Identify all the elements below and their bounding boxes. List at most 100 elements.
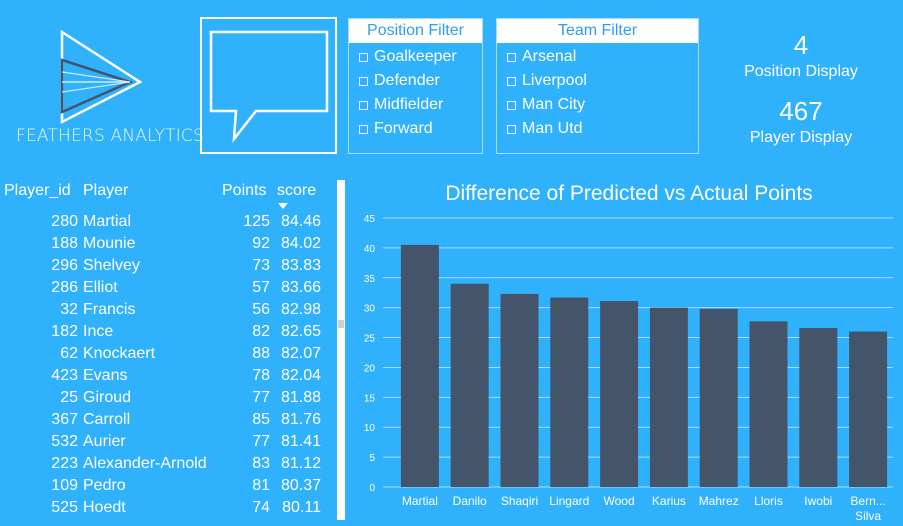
checkbox[interactable] [507, 100, 516, 110]
team-filter-title: Team Filter [497, 19, 698, 43]
filter-item-label: Man City [522, 96, 586, 113]
cell-player-id: 286 [51, 279, 78, 296]
table-row[interactable]: 296 Shelvey 73 83.83 [0, 250, 345, 274]
bar[interactable] [500, 293, 539, 487]
cell-points: 82 [252, 323, 270, 340]
cell-score: 82.04 [280, 367, 321, 384]
table-row[interactable]: 25 Giroud 77 81.88 [0, 382, 345, 406]
chart-title: Difference of Predicted vs Actual Points [445, 182, 813, 205]
filter-item-label: Midfielder [374, 96, 444, 113]
cell-points: 85 [252, 411, 270, 428]
table-body: 280 Martial 125 84.46 188 Mounie 92 84.02 296 She… [0, 206, 345, 516]
player-display-label: Player Display [749, 129, 853, 146]
x-tick-label: Lingard [549, 494, 589, 508]
bar[interactable] [799, 327, 838, 487]
speech-bubble-icon [209, 30, 329, 143]
table-row[interactable]: 367 Carroll 85 81.76 [0, 404, 345, 428]
table-row[interactable]: 62 Knockaert 88 82.07 [0, 338, 345, 362]
bar[interactable] [450, 283, 489, 487]
y-tick-label: 25 [364, 334, 376, 345]
table-row[interactable]: 182 Ince 82 82.65 [0, 316, 345, 340]
table-row[interactable]: 109 Pedro 81 80.37 [0, 470, 345, 494]
position-filter-item[interactable]: Defender [359, 69, 482, 93]
player-display-card: 467 Player Display [730, 96, 872, 147]
cell-player: Evans [83, 367, 128, 384]
cell-points: 73 [252, 257, 270, 274]
bar[interactable] [849, 331, 888, 487]
checkbox[interactable] [359, 124, 368, 134]
table-scrollbar[interactable] [337, 180, 345, 520]
filter-item-label: Arsenal [522, 48, 577, 65]
table-row[interactable]: 423 Evans 78 82.04 [0, 360, 345, 384]
bar[interactable] [699, 308, 738, 487]
y-tick-label: 10 [364, 423, 376, 434]
table-row[interactable]: 286 Elliot 57 83.66 [0, 272, 345, 296]
cell-score: 81.76 [280, 411, 321, 428]
table-row[interactable]: 280 Martial 125 84.46 [0, 206, 345, 230]
x-tick-label: Iwobi [804, 494, 832, 508]
cell-player-id: 280 [51, 213, 78, 230]
filter-item-label: Liverpool [522, 72, 587, 89]
x-tick-label: Karius [652, 494, 686, 508]
team-filter-item[interactable]: Liverpool [507, 69, 698, 93]
cell-points: 77 [252, 433, 270, 450]
header-points[interactable]: Points [222, 182, 267, 199]
checkbox[interactable] [507, 124, 516, 134]
cell-player-id: 25 [60, 389, 78, 406]
team-filter-item[interactable]: Man Utd [507, 117, 698, 141]
x-tick-label: Danilo [453, 494, 487, 508]
bar[interactable] [749, 321, 788, 487]
table-row[interactable]: 223 Alexander-Arnold 83 81.12 [0, 448, 345, 472]
bar[interactable] [600, 301, 639, 487]
team-filter-item[interactable]: Arsenal [507, 45, 698, 69]
cell-score: 81.12 [280, 455, 321, 472]
player-table: Player_id Player Points score 280 Martial… [0, 180, 345, 526]
position-filter-item[interactable]: Forward [359, 117, 482, 141]
table-row[interactable]: 525 Hoedt 74 80.11 [0, 492, 345, 516]
comment-box[interactable] [200, 17, 337, 154]
y-tick-label: 20 [364, 363, 376, 374]
checkbox[interactable] [507, 76, 516, 86]
table-row[interactable]: 32 Francis 56 82.98 [0, 294, 345, 318]
cell-score: 84.46 [280, 213, 321, 230]
header-score[interactable]: score [277, 182, 317, 199]
cell-player-id: 532 [51, 433, 78, 450]
filter-item-label: Goalkeeper [374, 48, 457, 65]
checkbox[interactable] [359, 100, 368, 110]
cell-player: Alexander-Arnold [83, 455, 207, 472]
cell-points: 92 [252, 235, 270, 252]
x-tick-label: Lloris [754, 494, 783, 508]
cell-player-id: 423 [51, 367, 78, 384]
cell-player-id: 525 [51, 499, 78, 516]
table-row[interactable]: 188 Mounie 92 84.02 [0, 228, 345, 252]
table-scrollbar-thumb[interactable] [338, 320, 344, 328]
header-player-id[interactable]: Player_id [4, 182, 71, 199]
position-filter-item[interactable]: Goalkeeper [359, 45, 482, 69]
cell-player-id: 223 [51, 455, 78, 472]
cell-player: Martial [83, 213, 132, 230]
team-filter-item[interactable]: Man City [507, 93, 698, 117]
cell-score: 83.66 [280, 279, 321, 296]
logo-text: FEATHERS ANALYTICS [16, 126, 204, 146]
cell-points: 57 [252, 279, 270, 296]
cell-player: Mounie [83, 235, 136, 252]
cell-player: Hoedt [83, 499, 126, 516]
cell-score: 84.02 [280, 235, 321, 252]
cell-points: 125 [243, 213, 270, 230]
filter-item-label: Defender [374, 72, 440, 89]
bar[interactable] [400, 244, 439, 487]
checkbox[interactable] [359, 52, 368, 62]
position-filter: Position Filter Goalkeeper Defender Midf… [348, 18, 483, 154]
cell-player-id: 188 [51, 235, 78, 252]
sort-descending-icon[interactable] [278, 203, 288, 209]
checkbox[interactable] [359, 76, 368, 86]
checkbox[interactable] [507, 52, 516, 62]
bar[interactable] [649, 307, 688, 487]
header-player[interactable]: Player [83, 182, 129, 199]
cell-score: 80.11 [282, 499, 321, 516]
bar[interactable] [550, 297, 589, 487]
table-row[interactable]: 532 Aurier 77 81.41 [0, 426, 345, 450]
table-header: Player_id Player Points score [0, 180, 345, 209]
position-filter-item[interactable]: Midfielder [359, 93, 482, 117]
y-tick-label: 45 [364, 214, 376, 225]
